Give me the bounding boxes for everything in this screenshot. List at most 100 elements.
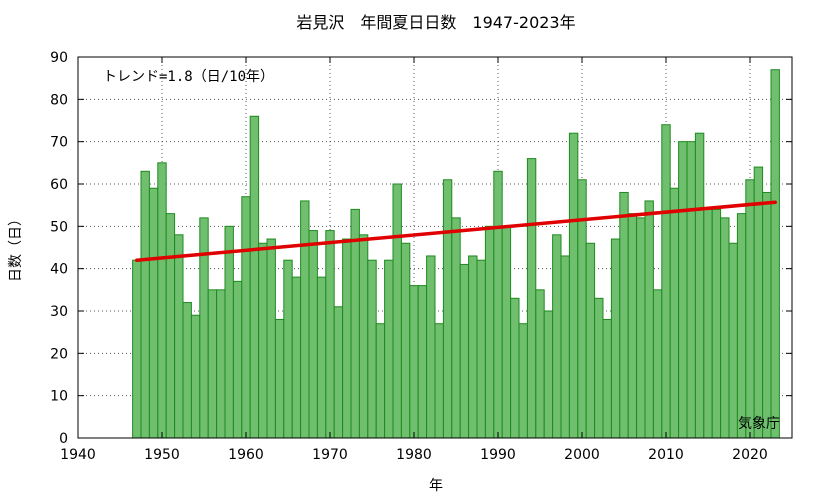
- x-tick-label: 1970: [312, 447, 348, 463]
- bar: [560, 255, 570, 439]
- bar: [510, 297, 520, 439]
- bar: [493, 170, 503, 439]
- bar: [644, 200, 654, 439]
- bar: [518, 323, 528, 439]
- bar: [426, 255, 436, 439]
- bars: [132, 69, 780, 439]
- y-tick-label: 70: [50, 135, 68, 151]
- bar: [291, 276, 302, 439]
- x-axis-label: 年: [429, 478, 443, 494]
- bar: [736, 213, 747, 439]
- y-tick-label: 30: [50, 304, 68, 320]
- x-tick-label: 1940: [60, 447, 96, 463]
- bar: [274, 318, 285, 439]
- bar: [669, 187, 680, 439]
- bar: [409, 285, 419, 439]
- plot-frame: [77, 56, 793, 439]
- bar: [174, 234, 184, 439]
- bar: [619, 191, 629, 439]
- bar: [745, 179, 755, 439]
- bar: [232, 280, 243, 439]
- bar: [266, 238, 276, 439]
- bar: [459, 263, 470, 439]
- bar: [182, 302, 192, 439]
- bar: [728, 242, 738, 439]
- bar: [476, 259, 486, 439]
- trend: [135, 200, 777, 262]
- y-tick-label: 80: [50, 92, 68, 108]
- chart-title: 岩見沢 年間夏日日数 1947-2023年: [296, 13, 575, 32]
- y-tick-label: 20: [50, 346, 68, 362]
- source-label: 気象庁: [738, 416, 780, 432]
- bar: [568, 132, 579, 439]
- x-tick-label: 2020: [732, 447, 768, 463]
- bar: [484, 225, 495, 439]
- trend-line: [135, 200, 777, 262]
- bar: [552, 234, 562, 439]
- x-tick-label: 2010: [648, 447, 684, 463]
- bar: [417, 285, 428, 439]
- bar: [434, 323, 444, 439]
- bar: [308, 230, 318, 439]
- bar: [594, 297, 604, 439]
- bar: [711, 208, 722, 439]
- bar: [300, 200, 310, 439]
- y-axis-label: 日数（日）: [8, 212, 24, 282]
- trend-label: トレンド=1.8（日/10年）: [103, 69, 274, 85]
- bar: [686, 141, 696, 439]
- bar: [350, 208, 360, 439]
- bar: [157, 162, 167, 439]
- bar: [526, 158, 537, 439]
- bar: [216, 289, 226, 439]
- x-tick-label: 1950: [144, 447, 180, 463]
- bar: [367, 259, 377, 439]
- bar: [762, 191, 772, 439]
- y-axis: 0 10 20 30 40 50 60 70 80 90: [50, 50, 792, 447]
- y-tick-label: 40: [50, 262, 68, 278]
- bar: [661, 124, 671, 439]
- bar: [501, 225, 512, 439]
- x-axis: 1940 1950 1960 1970 1980 1990 2000 2010 2020: [60, 57, 768, 463]
- bar: [543, 310, 554, 439]
- bar: [451, 217, 461, 439]
- bar: [224, 225, 234, 439]
- x-tick-label: 1960: [228, 447, 264, 463]
- bar: [720, 217, 730, 439]
- bar: [140, 170, 150, 439]
- x-tick-label: 1980: [396, 447, 432, 463]
- bar: [358, 234, 369, 439]
- y-tick-label: 0: [59, 431, 68, 447]
- bar: [652, 289, 663, 439]
- bar: [392, 183, 402, 439]
- bar: [636, 217, 646, 439]
- bar: [165, 213, 176, 439]
- bar: [610, 238, 621, 439]
- y-tick-label: 60: [50, 177, 68, 193]
- x-tick-label: 1990: [480, 447, 516, 463]
- bar: [694, 132, 705, 439]
- bar: [283, 259, 293, 439]
- y-tick-label: 10: [50, 389, 68, 405]
- bar: [148, 187, 159, 439]
- bar: [132, 259, 142, 439]
- y-tick-label: 90: [50, 50, 68, 66]
- bar: [375, 323, 386, 439]
- bar: [753, 166, 764, 439]
- bar: [258, 242, 268, 439]
- bar: [316, 276, 327, 439]
- bar: [442, 179, 453, 439]
- y-tick-label: 50: [50, 219, 68, 235]
- bar: [585, 242, 596, 439]
- bar: [241, 196, 251, 439]
- bar: [535, 289, 545, 439]
- bar: [384, 259, 394, 439]
- bar: [199, 217, 209, 439]
- bar: [325, 230, 335, 439]
- bar: [249, 115, 260, 439]
- bar: [678, 141, 688, 439]
- bar: [627, 213, 638, 439]
- bar: [342, 238, 352, 439]
- bar: [468, 255, 478, 439]
- bar: [190, 314, 201, 439]
